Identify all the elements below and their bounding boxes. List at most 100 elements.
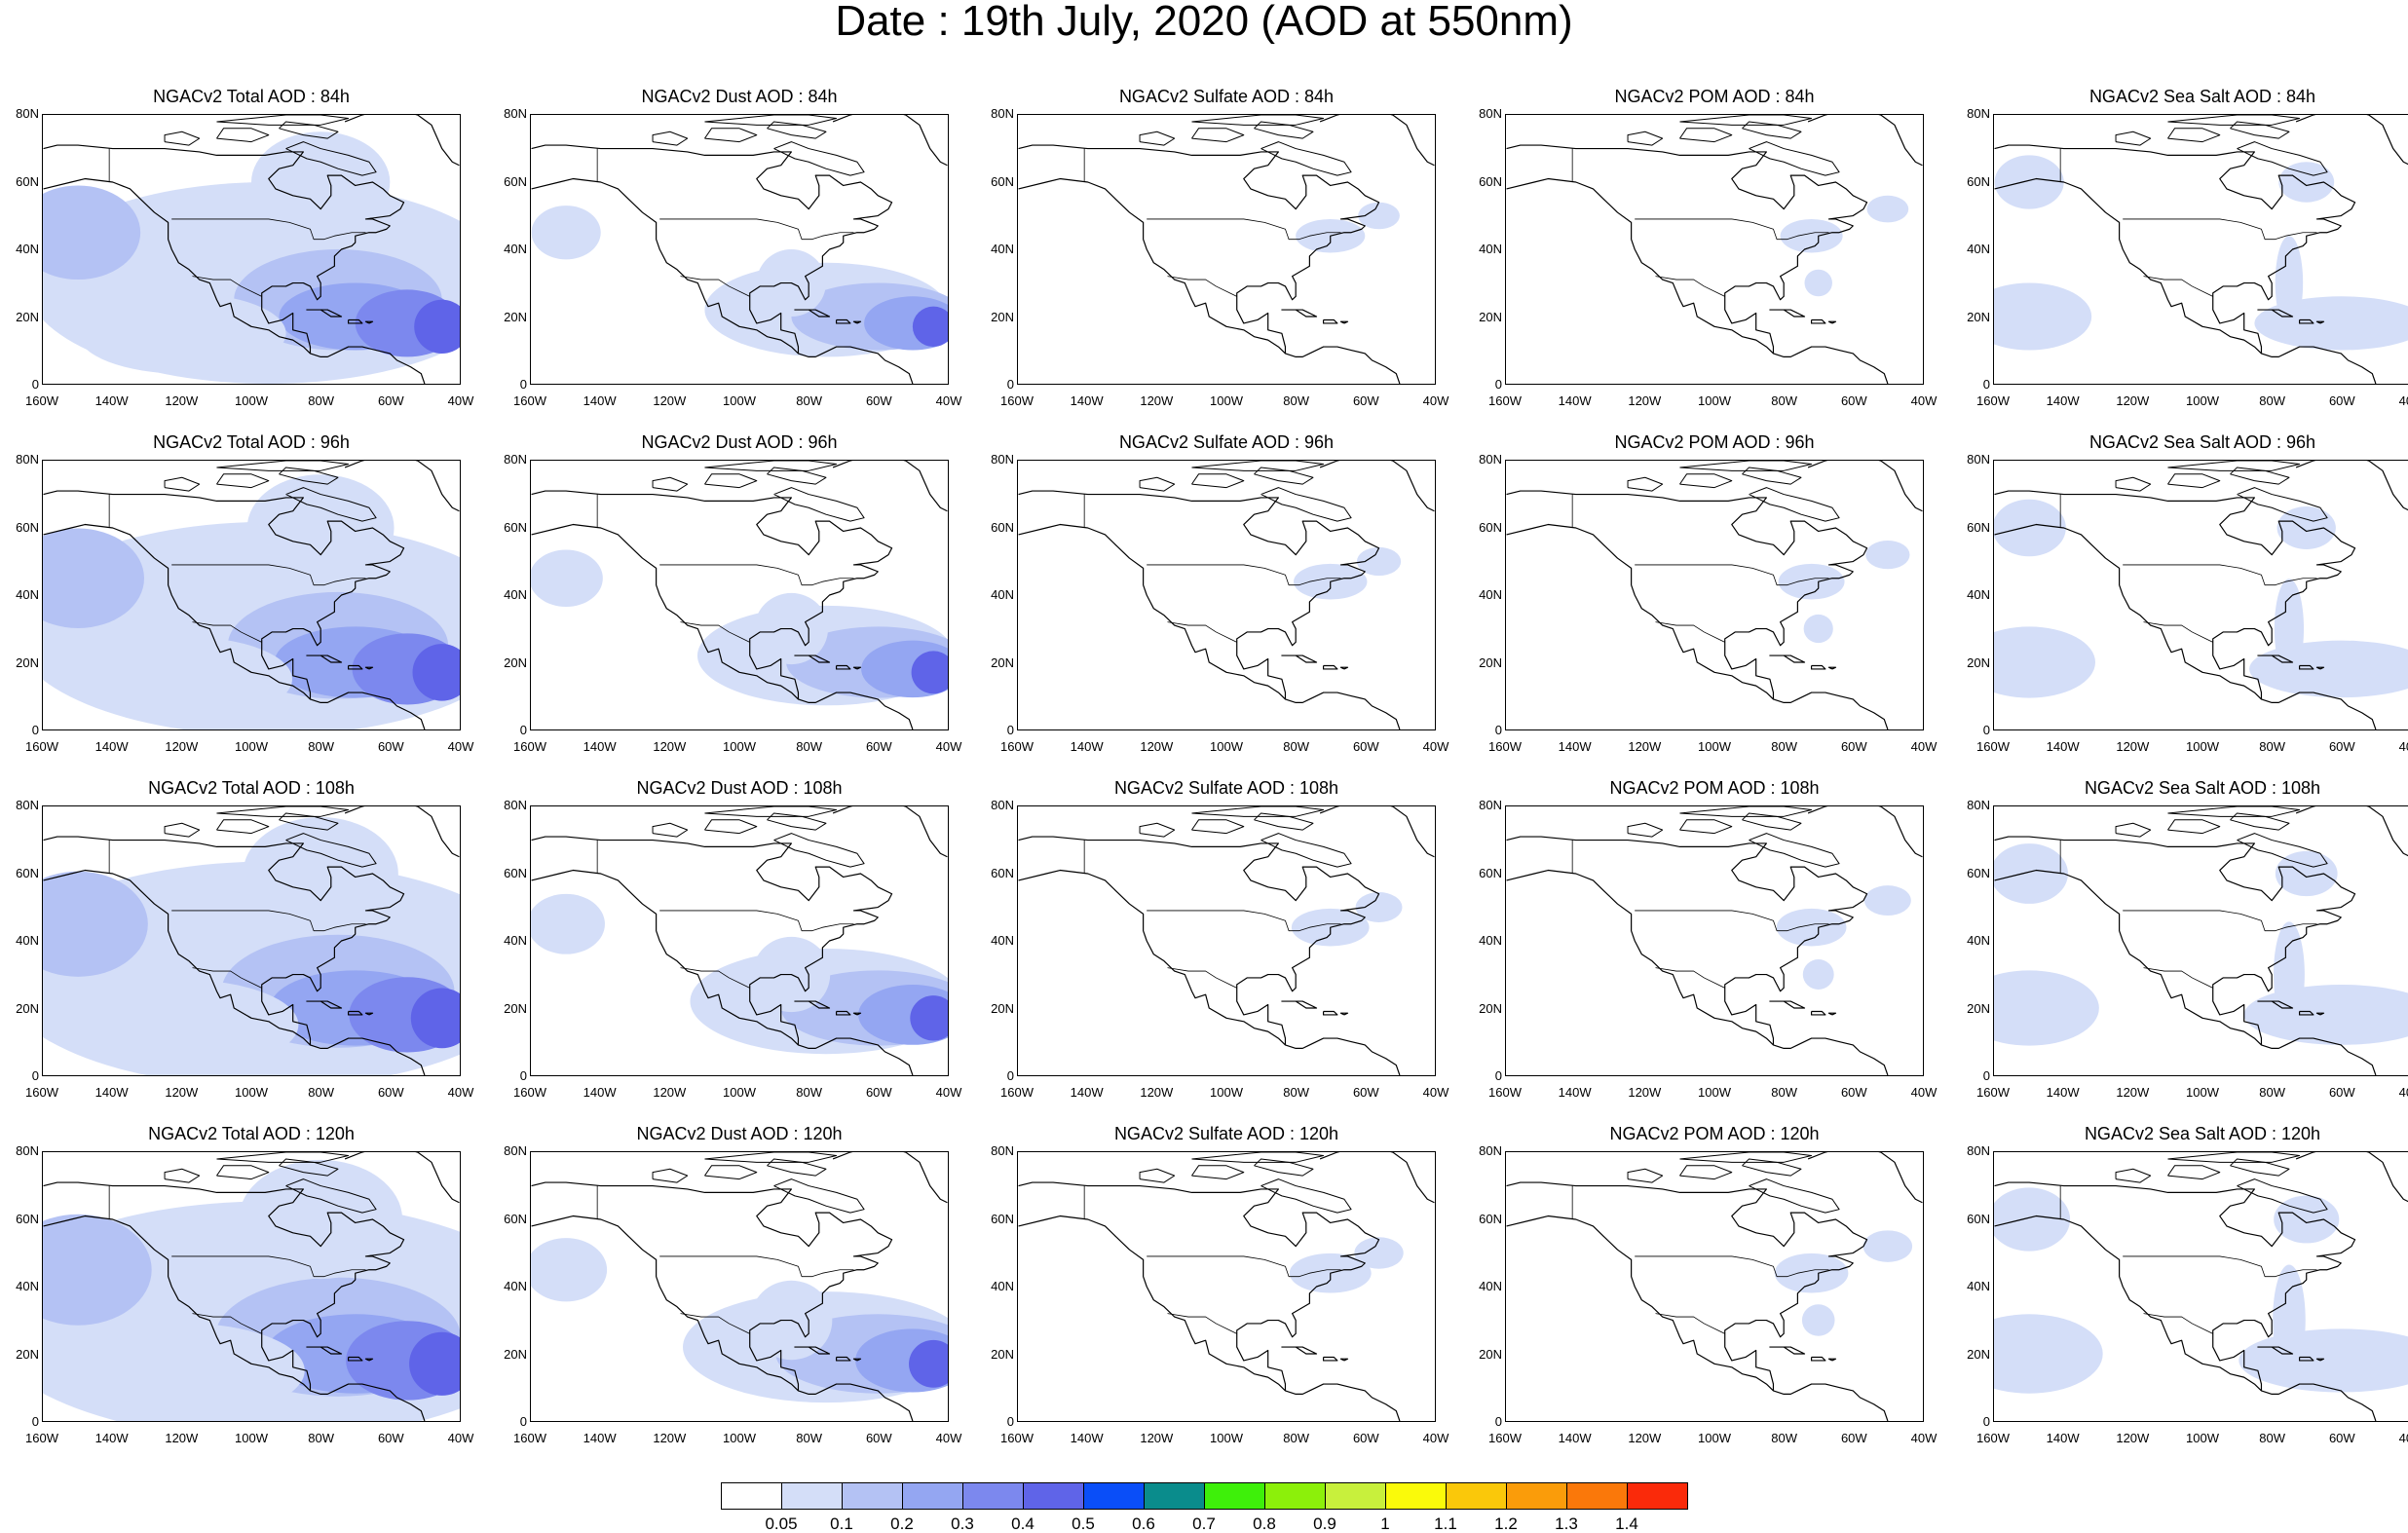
arctic-island-outline: [2167, 806, 2301, 817]
lon-tick-label: 60W: [2328, 739, 2355, 754]
panel-title: NGACv2 Dust AOD : 84h: [641, 87, 838, 106]
lon-tick-label: 160W: [513, 1431, 546, 1445]
arctic-island-outline: [1254, 467, 1314, 485]
lon-tick-label: 80W: [1283, 739, 1310, 754]
country-border: [1167, 276, 1237, 297]
lat-tick-label: 20N: [16, 1000, 39, 1016]
lon-tick-label: 120W: [1628, 1085, 1662, 1100]
arctic-island-outline: [1679, 819, 1733, 835]
coastline: [1994, 144, 2356, 354]
arctic-island-outline: [1627, 1168, 1664, 1183]
lon-tick-label: 40W: [1422, 1085, 1449, 1100]
lon-tick-label: 120W: [653, 739, 687, 754]
coastline: [1018, 490, 1380, 699]
arctic-island-outline: [704, 128, 758, 143]
lon-tick-label: 60W: [865, 1085, 892, 1100]
aod-shading: [531, 206, 601, 260]
map-frame: [530, 1151, 949, 1422]
arctic-island-outline: [2237, 487, 2328, 522]
arctic-island-outline: [1679, 806, 1813, 817]
lat-tick-label: 0: [1982, 377, 1990, 392]
coastline: [1339, 666, 1349, 670]
lat-tick-label: 20N: [991, 1000, 1014, 1016]
lon-tick-label: 80W: [1771, 739, 1798, 754]
lon-tick-label: 120W: [1140, 1431, 1174, 1445]
lat-tick-label: 40N: [504, 933, 527, 948]
lon-tick-label: 80W: [796, 1431, 823, 1445]
lat-tick-label: 20N: [1479, 654, 1502, 670]
panel-total-96h: NGACv2 Total AOD : 96h 80N 60N 40N 20N 0 160W 1…: [0, 429, 505, 767]
lat-tick-label: 0: [1494, 1068, 1502, 1083]
lat-tick-label: 20N: [1479, 309, 1502, 324]
lon-tick-label: 100W: [1698, 393, 1731, 408]
lon-tick-label: 100W: [1210, 1431, 1243, 1445]
coastline: [852, 320, 862, 324]
lon-tick-label: 160W: [25, 739, 58, 754]
aod-map: [43, 115, 460, 384]
arctic-island-outline: [279, 1158, 339, 1177]
arctic-island-outline: [216, 115, 350, 126]
lat-tick-label: 40N: [1479, 1279, 1502, 1293]
arctic-island-outline: [2115, 822, 2152, 838]
coastline: [531, 869, 914, 1075]
coastline: [794, 309, 831, 318]
lon-tick-label: 160W: [1488, 1431, 1522, 1445]
arctic-island-outline: [1260, 833, 1352, 868]
coastline: [531, 490, 893, 699]
map-frame: [1993, 460, 2408, 730]
lat-tick-label: 0: [1494, 723, 1502, 737]
coastline: [1339, 1012, 1349, 1016]
arctic-island-outline: [164, 476, 201, 492]
lon-tick-label: 160W: [1976, 1085, 2010, 1100]
country-border: [680, 276, 750, 297]
lat-tick-label: 20N: [1967, 1346, 1990, 1362]
lon-tick-label: 140W: [1558, 393, 1592, 408]
arctic-island-outline: [704, 819, 758, 835]
country-border: [1147, 1255, 1341, 1278]
aod-shading: [1803, 614, 1833, 644]
country-border: [659, 564, 854, 586]
aod-shading: [2249, 640, 2408, 698]
country-border: [1635, 564, 1829, 586]
arctic-island-outline: [767, 467, 827, 485]
lat-tick-label: 80N: [504, 452, 527, 467]
arctic-island-outline: [1679, 115, 1813, 126]
lat-tick-label: 60N: [1479, 519, 1502, 535]
coastline: [2298, 318, 2314, 324]
arctic-island-outline: [216, 806, 350, 817]
arctic-island-outline: [1191, 806, 1325, 817]
aod-shading: [1994, 155, 2064, 209]
lon-tick-label: 160W: [1000, 1085, 1034, 1100]
lat-tick-label: 40N: [991, 587, 1014, 602]
colorbar-swatch: [1325, 1482, 1386, 1510]
arctic-island-outline: [1749, 833, 1840, 868]
coastline: [1807, 461, 1923, 512]
lat-tick-label: 20N: [991, 1346, 1014, 1362]
aod-shading: [911, 651, 948, 694]
coastline: [1769, 1000, 1806, 1009]
coastline: [347, 1010, 363, 1016]
aod-shading: [43, 185, 141, 280]
lon-tick-label: 120W: [165, 1431, 199, 1445]
map-frame: [1505, 460, 1924, 730]
lon-tick-label: 40W: [935, 1431, 962, 1445]
lat-tick-label: 80N: [16, 106, 39, 121]
lat-tick-label: 80N: [991, 452, 1014, 467]
arctic-island-outline: [773, 141, 865, 176]
coastline: [344, 1152, 460, 1204]
lat-tick-label: 40N: [991, 1279, 1014, 1293]
coastline: [1506, 523, 1889, 729]
aod-shading: [1802, 959, 1834, 990]
coastline: [832, 115, 948, 167]
lat-tick-label: 80N: [16, 1143, 39, 1158]
panel-title: NGACv2 Total AOD : 96h: [153, 432, 350, 452]
coastline: [1506, 836, 1868, 1045]
aod-shading: [409, 1331, 460, 1396]
arctic-island-outline: [2167, 1152, 2301, 1163]
colorbar-label: 0.7: [1192, 1514, 1216, 1533]
lon-tick-label: 100W: [2186, 1085, 2219, 1100]
colorbar-label: 1.3: [1555, 1514, 1578, 1533]
coastline: [2295, 806, 2408, 857]
coastline: [1506, 177, 1889, 384]
lon-tick-label: 100W: [2186, 393, 2219, 408]
